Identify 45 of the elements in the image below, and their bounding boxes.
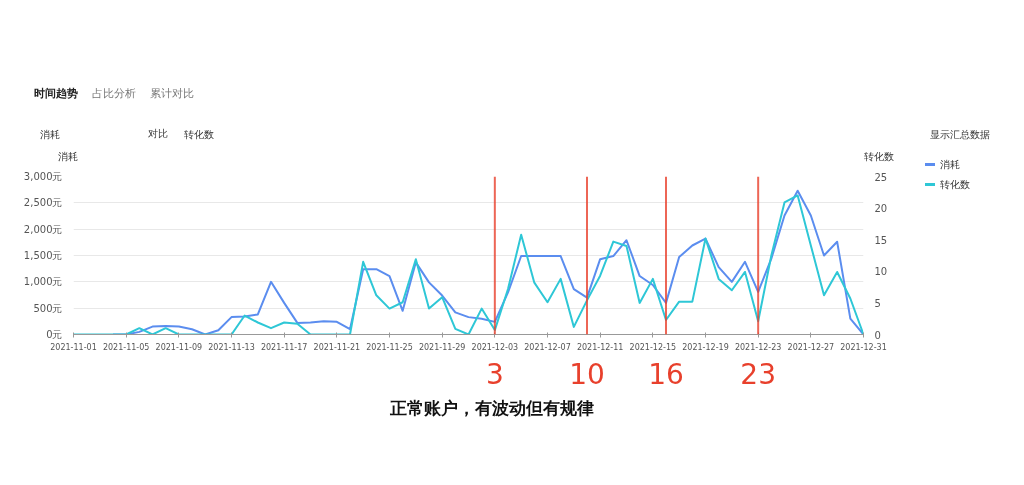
text: 正常账户，有波动但有规律 [390, 397, 594, 420]
x-tick-label: 2021-12-27 [787, 342, 835, 352]
x-tick-label: 2021-11-09 [155, 342, 203, 352]
x-tick-label: 2021-12-03 [471, 342, 519, 352]
y-tick-label: 500元 [33, 302, 63, 314]
x-tick-label: 2021-12-31 [840, 342, 887, 352]
y2-axis-title: 转化数 [864, 150, 894, 164]
x-tick-label: 2021-11-01 [50, 342, 97, 352]
ref-line-label: 10 [569, 357, 605, 391]
x-tick-label: 2021-12-15 [629, 342, 677, 352]
legend-label: 消耗 [940, 158, 960, 172]
text: 累计对比 [150, 86, 194, 102]
x-tick-label: 2021-11-21 [313, 342, 361, 352]
x-tick-label: 2021-11-13 [208, 342, 255, 352]
y2-tick-label: 10 [874, 266, 888, 278]
x-tick-label: 2021-11-29 [418, 342, 466, 352]
y2-tick-label: 15 [874, 234, 888, 246]
x-tick-label: 2021-11-17 [260, 342, 308, 352]
y2-tick-label: 5 [874, 297, 881, 309]
ref-line-label: 23 [740, 357, 776, 391]
text: 转化数 [184, 128, 214, 142]
y-tick-label: 1,000元 [23, 276, 63, 288]
y-axis-title: 消耗 [58, 150, 78, 164]
text: 显示汇总数据 [930, 128, 990, 142]
ref-line-label: 3 [485, 357, 504, 391]
text: 时间趋势 [34, 86, 78, 102]
y2-tick-label: 20 [874, 203, 888, 215]
y-tick-label: 1,500元 [23, 250, 63, 261]
text: 对比 [148, 127, 168, 141]
legend-label: 转化数 [940, 178, 970, 192]
x-tick-label: 2021-12-19 [682, 342, 729, 352]
ref-line-label: 16 [648, 357, 684, 391]
x-tick-label: 2021-12-23 [734, 342, 782, 352]
x-tick-label: 2021-11-25 [366, 342, 413, 352]
y2-tick-label: 25 [874, 171, 888, 183]
x-tick-label: 2021-12-11 [576, 342, 624, 352]
y-tick-label: 3,000元 [23, 171, 63, 182]
x-tick-label: 2021-12-07 [524, 342, 571, 352]
text: 占比分析 [92, 86, 136, 102]
text: 消耗 [40, 128, 60, 142]
y-tick-label: 2,500元 [23, 197, 63, 209]
x-tick-label: 2021-11-05 [102, 342, 150, 352]
y2-tick-label: 0 [874, 329, 881, 341]
y-tick-label: 2,000元 [23, 223, 63, 235]
y-tick-label: 0元 [46, 329, 63, 340]
